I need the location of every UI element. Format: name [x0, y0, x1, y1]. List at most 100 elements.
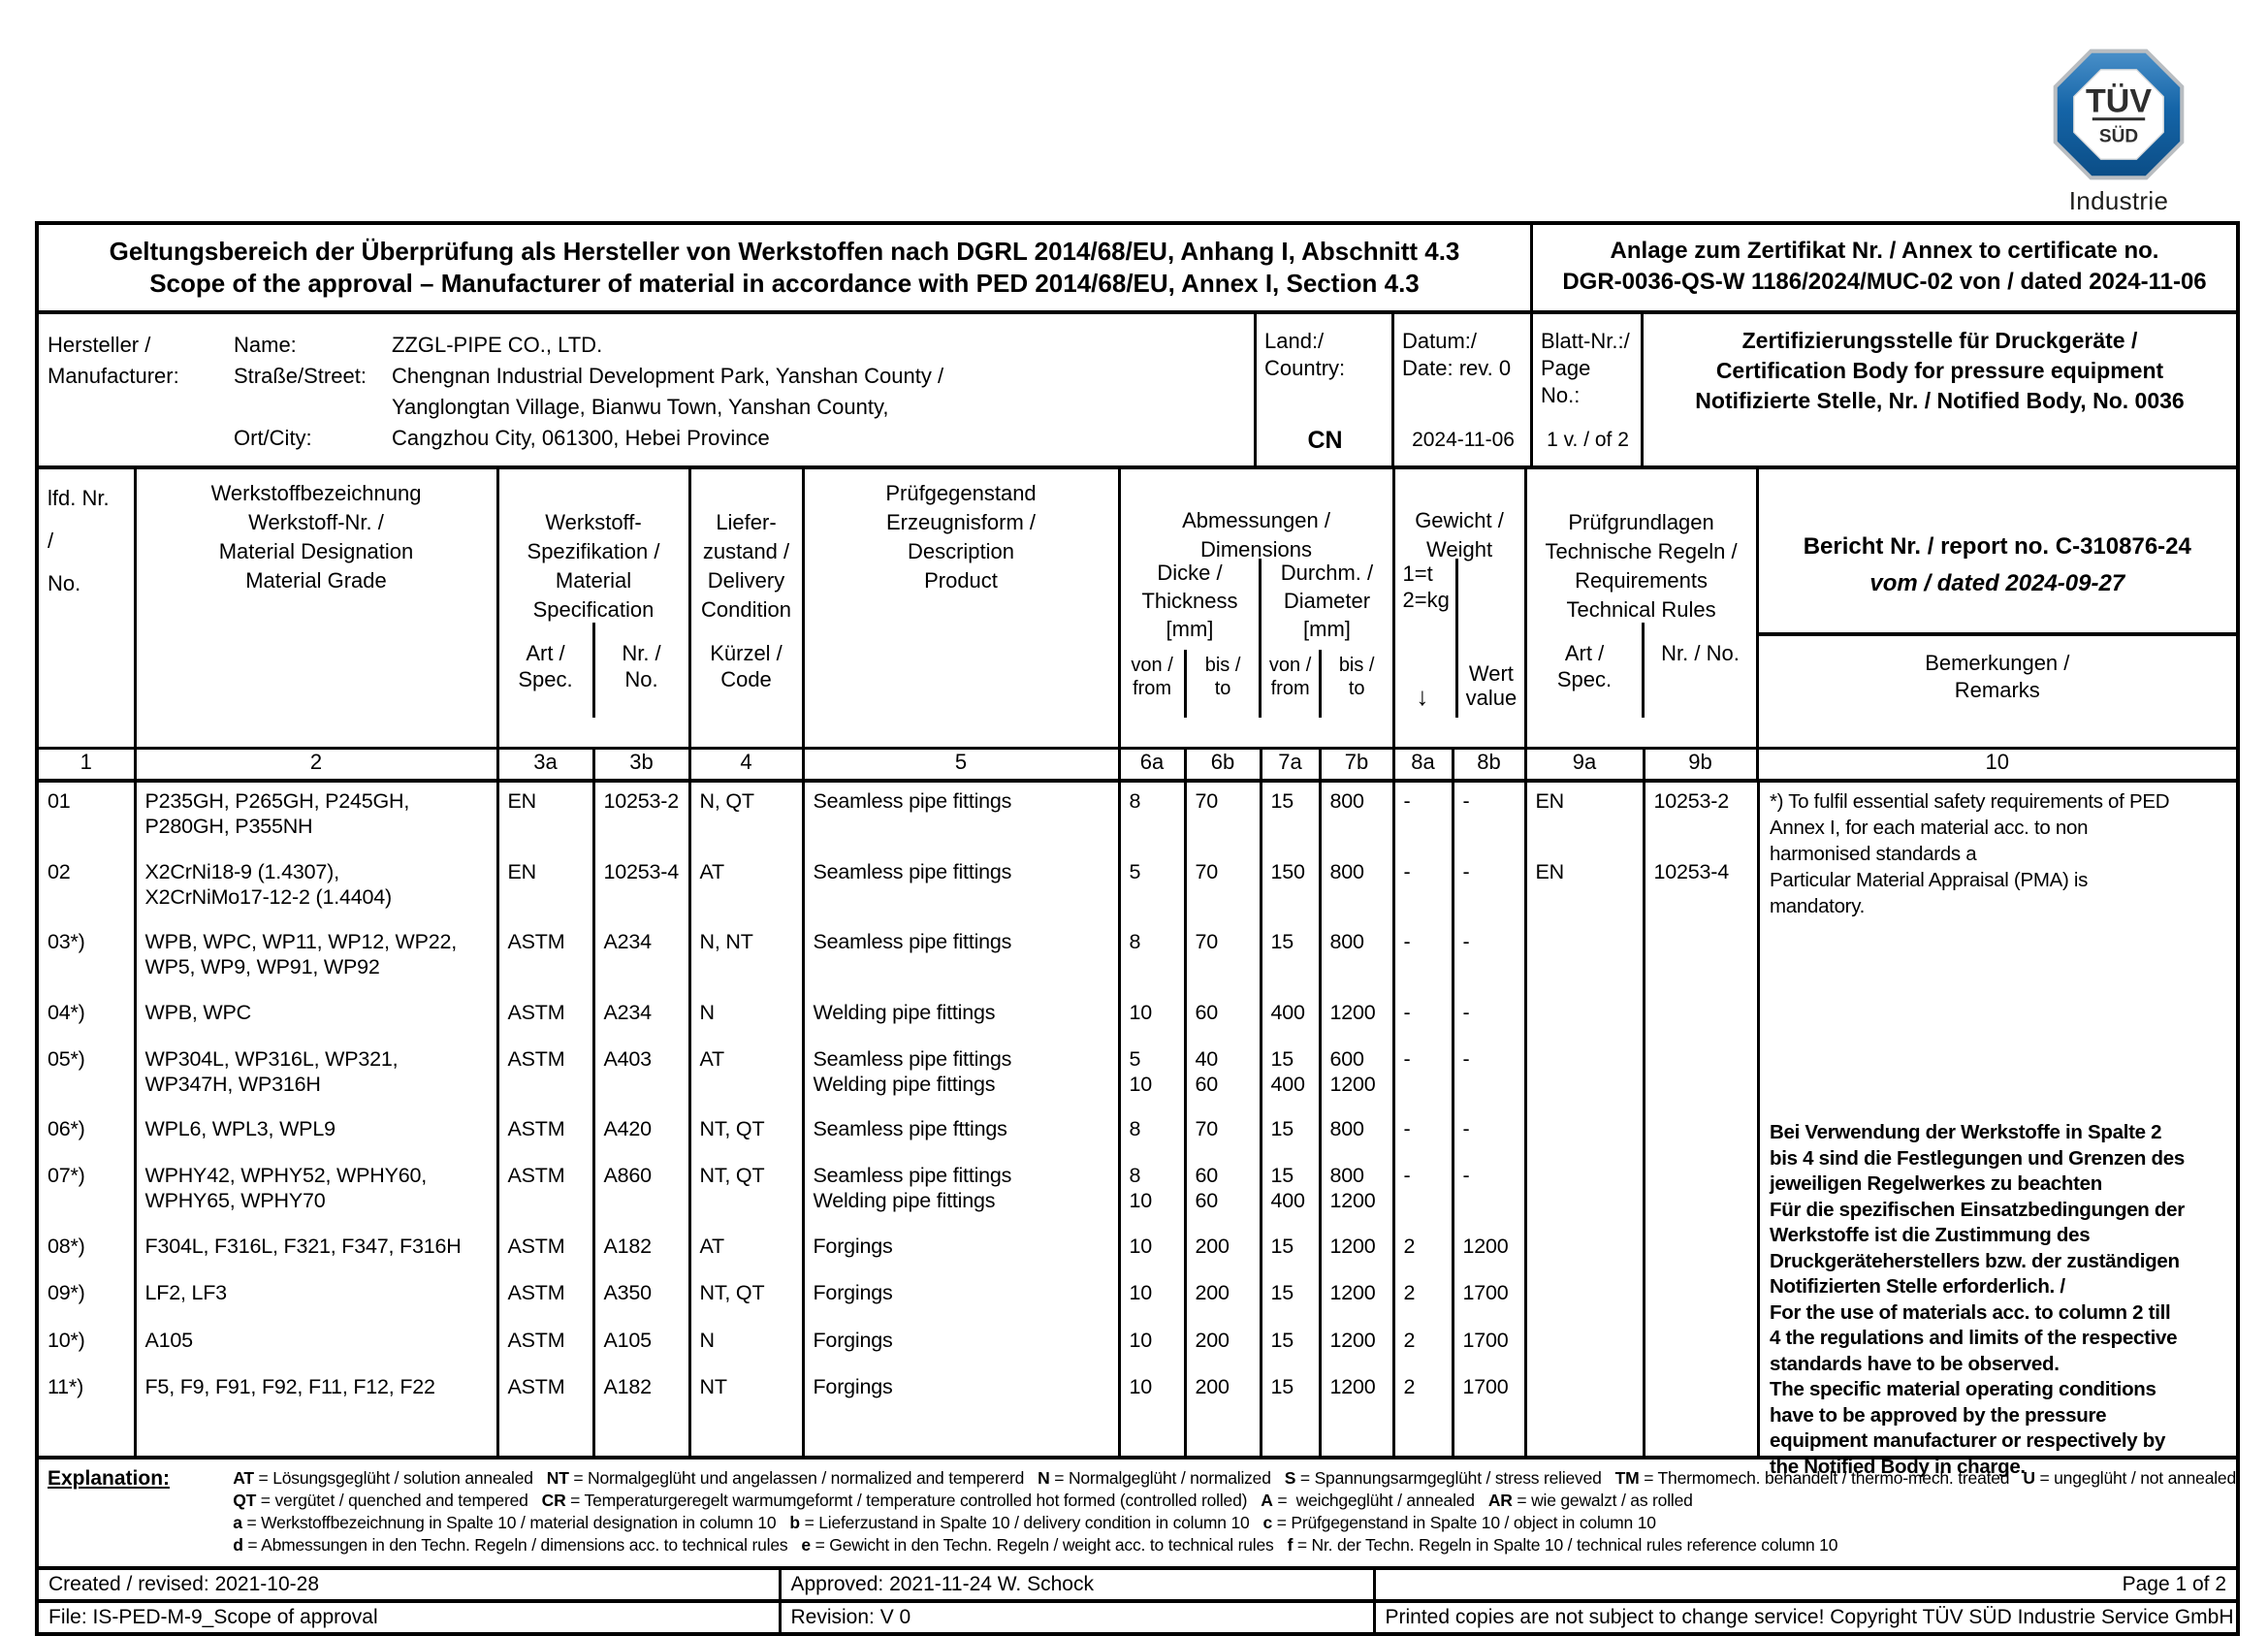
- column-number: 9a: [1525, 749, 1644, 782]
- cell-t_to: 70: [1185, 853, 1261, 923]
- column-number: 8a: [1393, 749, 1453, 782]
- cell-t_from: 10: [1119, 1322, 1185, 1368]
- date-label-de: Datum:/: [1402, 328, 1524, 355]
- certificate-document: Geltungsbereich der Überprüfung als Hers…: [35, 221, 2240, 1636]
- header-dimensions: Abmessungen / Dimensions Dicke / Thickne…: [1119, 469, 1393, 749]
- cell-d_from: 15: [1261, 783, 1320, 853]
- thickness-group: Dicke / Thickness [mm] von / from bis / …: [1121, 559, 1260, 718]
- cell-spec_no: A182: [593, 1368, 689, 1456]
- page-label-de: Blatt-Nr.:/: [1541, 328, 1635, 355]
- svg-text:SÜD: SÜD: [2099, 127, 2138, 147]
- cell-d_from: 15: [1261, 923, 1320, 994]
- page-label-en: Page No.:: [1541, 355, 1635, 409]
- country-label-en: Country:: [1264, 355, 1386, 382]
- cell-spec_art: ASTM: [497, 1110, 593, 1157]
- cell-d_to: 1200: [1320, 1228, 1393, 1274]
- cell-code: NT: [689, 1368, 803, 1456]
- cell-d_from: 150: [1261, 853, 1320, 923]
- cell-d_to: 800 1200: [1320, 1157, 1393, 1228]
- cell-product: Forgings: [803, 1322, 1119, 1368]
- header-technical-rules: Prüfgrundlagen Technische Regeln / Requi…: [1525, 469, 1757, 749]
- cell-d_from: 15: [1261, 1322, 1320, 1368]
- column-number: 3b: [593, 749, 689, 782]
- date-label-en: Date: rev. 0: [1402, 355, 1524, 382]
- report-info: Bericht Nr. / report no. C-310876-24 vom…: [1759, 498, 2237, 636]
- remark-usage-note: Bei Verwendung der Werkstoffe in Spalte …: [1770, 1120, 2232, 1480]
- cell-rule_art: [1525, 1322, 1644, 1368]
- header-no: lfd. Nr. / No.: [39, 469, 135, 749]
- cell-w1: -: [1393, 1110, 1453, 1157]
- cell-product: Forgings: [803, 1228, 1119, 1274]
- copyright-notice: Printed copies are not subject to change…: [1374, 1601, 2236, 1632]
- cell-w2: -: [1453, 1041, 1525, 1110]
- cell-code: N: [689, 1322, 803, 1368]
- cell-t_from: 10: [1119, 1228, 1185, 1274]
- cell-w2: -: [1453, 853, 1525, 923]
- cell-product: Forgings: [803, 1368, 1119, 1456]
- weight-units-label: 1=t 2=kg: [1403, 561, 1456, 613]
- cell-t_from: 8: [1119, 1110, 1185, 1157]
- diameter-group: Durchm. / Diameter [mm] von / from bis /…: [1259, 559, 1391, 718]
- cell-product: Seamless pipe fittings: [803, 923, 1119, 994]
- cell-d_to: 1200: [1320, 1322, 1393, 1368]
- cell-spec_art: ASTM: [497, 1274, 593, 1322]
- weight-value-group: Wert value: [1455, 559, 1523, 718]
- column-number: 10: [1757, 749, 2236, 782]
- page-no-cell: Blatt-Nr.:/Page No.: 1 v. / of 2: [1530, 314, 1641, 465]
- table-row: 07*)WPHY42, WPHY52, WPHY60, WPHY65, WPHY…: [39, 1157, 1757, 1228]
- cell-no: 09*): [39, 1274, 135, 1322]
- cell-w2: 1700: [1453, 1274, 1525, 1322]
- cell-spec_no: A105: [593, 1322, 689, 1368]
- cell-spec_art: EN: [497, 783, 593, 853]
- cell-product: Seamless pipe fittings Welding pipe fitt…: [803, 1041, 1119, 1110]
- cell-t_from: 8: [1119, 923, 1185, 994]
- cell-spec_no: 10253-4: [593, 853, 689, 923]
- cell-spec_no: A234: [593, 923, 689, 994]
- cell-rule_no: [1644, 1041, 1757, 1110]
- date-cell: Datum:/Date: rev. 0 2024-11-06: [1391, 314, 1530, 465]
- cell-rule_no: 10253-4: [1644, 853, 1757, 923]
- cell-code: AT: [689, 1228, 803, 1274]
- page-indicator: Page 1 of 2: [1374, 1568, 2236, 1601]
- cell-spec_no: A234: [593, 994, 689, 1041]
- approved: Approved: 2021-11-24 W. Schock: [780, 1568, 1374, 1601]
- street-value-line1: Chengnan Industrial Development Park, Ya…: [392, 363, 943, 390]
- cell-spec_art: ASTM: [497, 1041, 593, 1110]
- explanation-lines: AT = Lösungsgeglüht / solution annealed …: [233, 1467, 2236, 1556]
- cell-rule_art: [1525, 1228, 1644, 1274]
- cell-rule_art: [1525, 1157, 1644, 1228]
- city-value: Cangzhou City, 061300, Hebei Province: [392, 425, 770, 452]
- weight-value-label: Wert value: [1466, 661, 1517, 710]
- cell-rule_art: [1525, 923, 1644, 994]
- explanation-line: QT = vergütet / quenched and tempered CR…: [233, 1490, 2236, 1512]
- manufacturer-label-en: Manufacturer:: [48, 363, 179, 390]
- cell-w1: -: [1393, 783, 1453, 853]
- cell-rule_no: [1644, 1110, 1757, 1157]
- remarks-label: Bemerkungen / Remarks: [1759, 636, 2237, 718]
- cell-d_to: 1200: [1320, 1274, 1393, 1322]
- cell-w1: -: [1393, 1157, 1453, 1228]
- cell-t_to: 200: [1185, 1368, 1261, 1456]
- header-delivery-condition: Liefer- zustand / Delivery Condition Kür…: [689, 469, 803, 749]
- cell-spec_art: EN: [497, 853, 593, 923]
- country-label-de: Land:/: [1264, 328, 1386, 355]
- cell-d_to: 800: [1320, 853, 1393, 923]
- cell-product: Seamless pipe fttings: [803, 1110, 1119, 1157]
- remarks-column: *) To fulfil essential safety requiremen…: [1757, 783, 2236, 1456]
- country-value: CN: [1264, 427, 1386, 454]
- cell-w2: 1700: [1453, 1322, 1525, 1368]
- cell-d_to: 800: [1320, 1110, 1393, 1157]
- certificate-number: DGR-0036-QS-W 1186/2024/MUC-02 von / dat…: [1533, 267, 2236, 298]
- cell-d_to: 1200: [1320, 994, 1393, 1041]
- cell-spec_art: ASTM: [497, 923, 593, 994]
- cell-designation: P235GH, P265GH, P245GH, P280GH, P355NH: [135, 783, 497, 853]
- down-arrow-icon: ↓: [1403, 684, 1456, 710]
- cell-t_to: 60: [1185, 994, 1261, 1041]
- cell-d_from: 15: [1261, 1274, 1320, 1322]
- cell-spec_art: ASTM: [497, 1322, 593, 1368]
